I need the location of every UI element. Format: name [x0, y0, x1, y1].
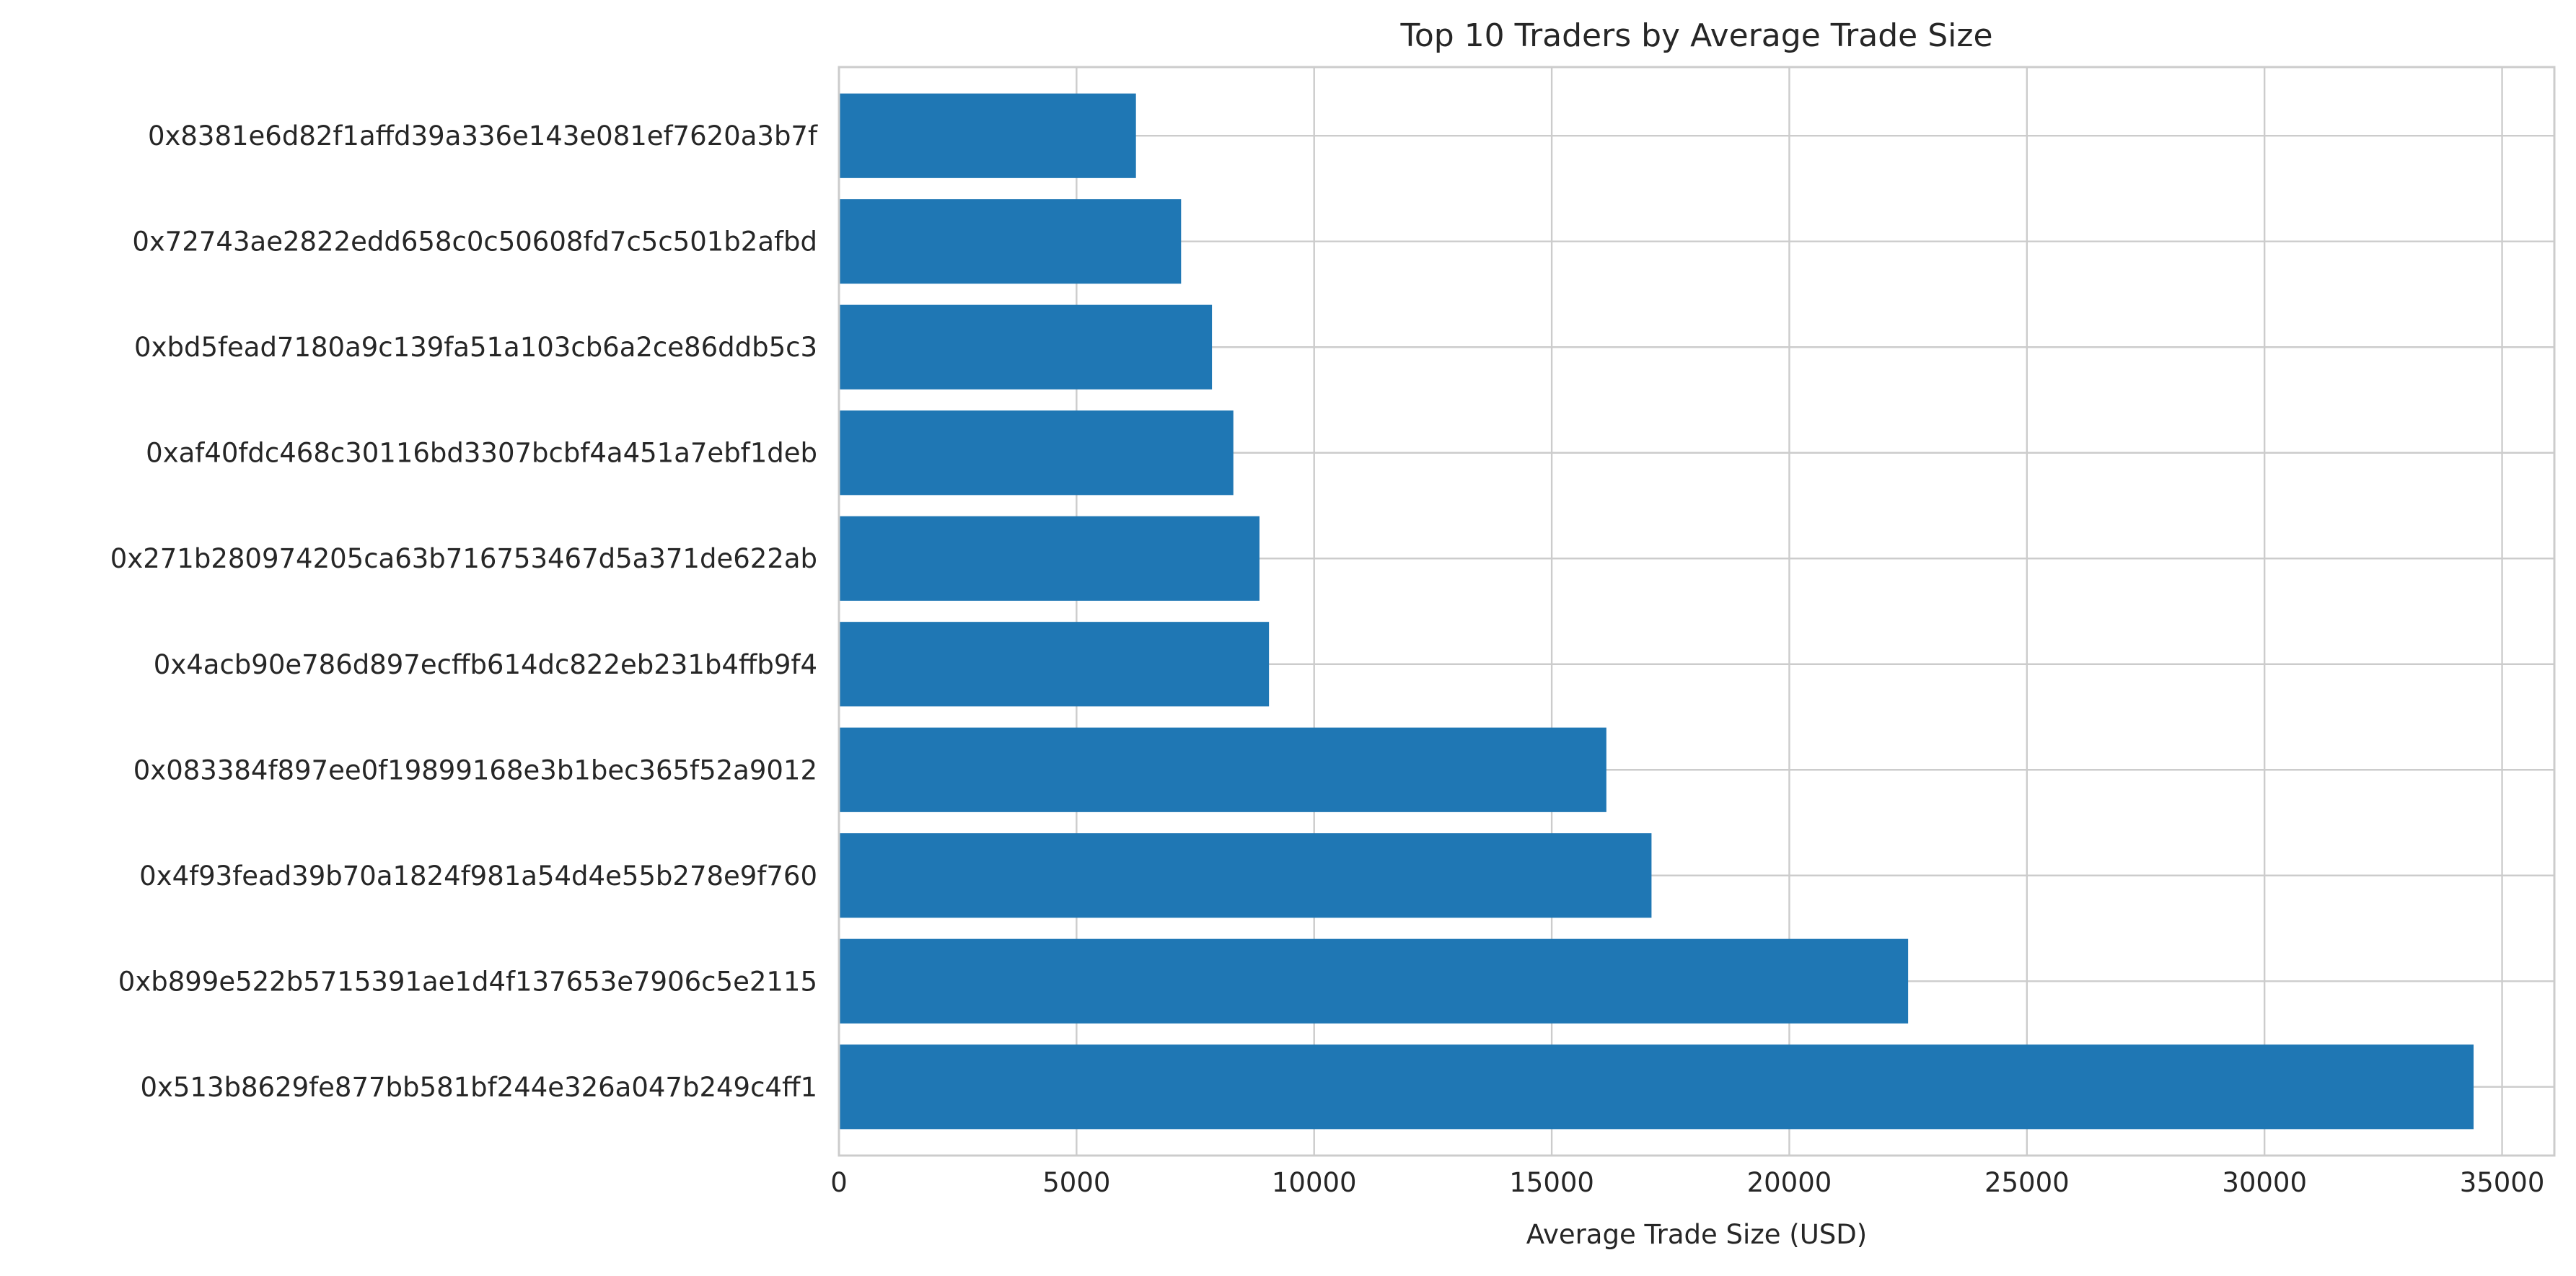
bar	[839, 199, 1182, 284]
bar	[839, 1044, 2474, 1130]
x-tick-label: 25000	[1984, 1167, 2070, 1198]
y-tick-label: 0x8381e6d82f1affd39a336e143e081ef7620a3b…	[148, 120, 818, 151]
bar	[839, 516, 1260, 601]
y-tick-label: 0xb899e522b5715391ae1d4f137653e7906c5e21…	[118, 966, 817, 997]
x-axis-label: Average Trade Size (USD)	[1526, 1219, 1867, 1250]
x-tick-label: 20000	[1747, 1167, 1832, 1198]
y-tick-label: 0x72743ae2822edd658c0c50608fd7c5c501b2af…	[132, 226, 817, 258]
bar	[839, 622, 1270, 707]
y-tick-label: 0x083384f897ee0f19899168e3b1bec365f52a90…	[133, 754, 817, 786]
bar	[839, 938, 1909, 1024]
bar	[839, 93, 1136, 178]
bar	[839, 410, 1234, 496]
bars	[839, 93, 2474, 1130]
x-tick-label: 15000	[1509, 1167, 1594, 1198]
bar	[839, 833, 1652, 918]
plot-frame	[838, 66, 2556, 1157]
x-tick-label: 30000	[2222, 1167, 2307, 1198]
bar	[839, 727, 1606, 812]
y-tick-label: 0x4f93fead39b70a1824f981a54d4e55b278e9f7…	[139, 861, 817, 892]
x-tick-label: 5000	[1042, 1167, 1110, 1198]
x-tick-label: 0	[830, 1167, 848, 1198]
y-tick-label: 0x4acb90e786d897ecffb614dc822eb231b4ffb9…	[154, 649, 817, 680]
x-axis-ticks: 0 5000 10000 15000 20000 25000 30000 35000	[830, 1167, 2544, 1198]
y-tick-label: 0xbd5fead7180a9c139fa51a103cb6a2ce86ddb5…	[134, 332, 817, 363]
y-axis-labels: 0x8381e6d82f1affd39a336e143e081ef7620a3b…	[110, 120, 818, 1103]
y-tick-label: 0x513b8629fe877bb581bf244e326a047b249c4f…	[140, 1072, 817, 1103]
y-tick-label: 0x271b280974205ca63b716753467d5a371de622…	[110, 543, 817, 574]
chart-title: Top 10 Traders by Average Trade Size	[1399, 17, 1992, 54]
y-tick-label: 0xaf40fdc468c30116bd3307bcbf4a451a7ebf1d…	[146, 438, 817, 469]
bar	[839, 304, 1213, 390]
x-tick-label: 10000	[1272, 1167, 1357, 1198]
x-tick-label: 35000	[2460, 1167, 2545, 1198]
